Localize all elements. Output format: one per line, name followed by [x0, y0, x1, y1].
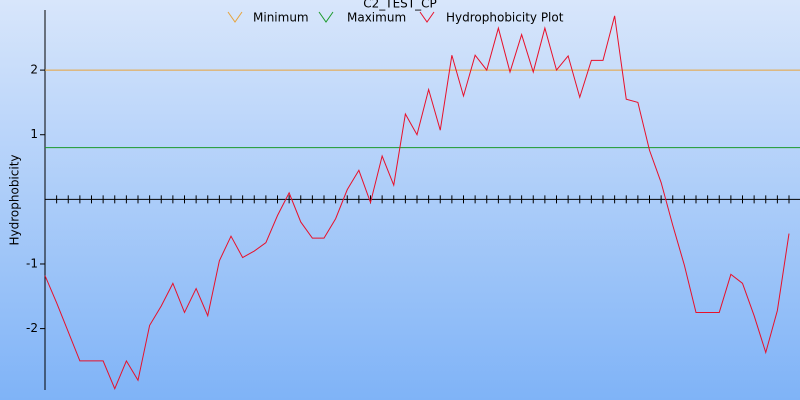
legend-label: Minimum: [253, 11, 309, 25]
legend-label: Maximum: [347, 11, 406, 25]
data-line: [44, 15, 790, 391]
legend-icon: [419, 11, 435, 23]
legend-label: Hydrophobicity Plot: [446, 11, 564, 25]
y-axis-label: Hydrophobicity: [8, 154, 22, 245]
legend-icon: [318, 11, 334, 23]
legend-icon: [227, 11, 243, 23]
y-tick-label: 2: [30, 63, 38, 77]
y-tick-label: 1: [30, 127, 38, 141]
y-tick-label: -1: [26, 256, 38, 270]
y-tick-label: -2: [26, 321, 38, 335]
chart-title: C2_TEST_CP: [363, 0, 437, 11]
